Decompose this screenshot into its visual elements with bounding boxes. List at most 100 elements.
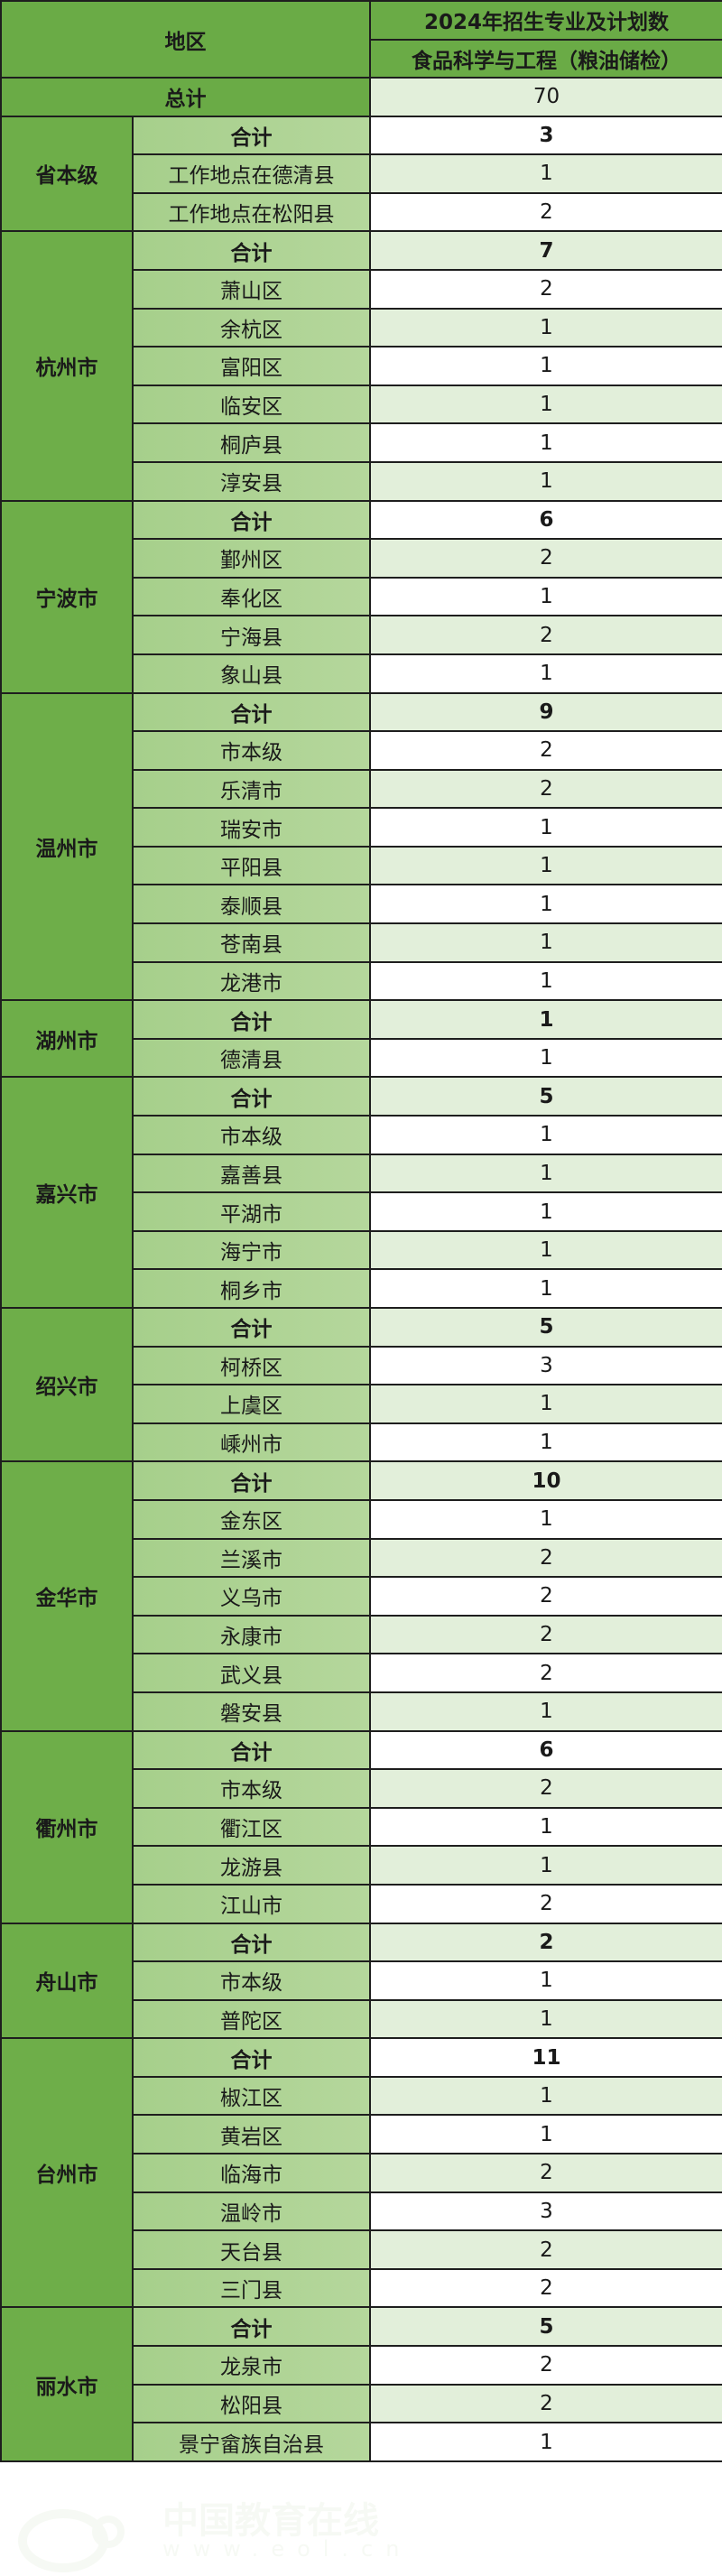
district-value: 1 [369, 922, 722, 963]
subtotal-label: 合计 [132, 115, 371, 156]
city-cell: 金华市 [0, 1460, 134, 1732]
district-value: 1 [369, 153, 722, 194]
district-name: 临海市 [132, 2153, 371, 2193]
district-name: 松阳县 [132, 2383, 371, 2424]
city-cell: 宁波市 [0, 499, 134, 694]
district-value: 1 [369, 1422, 722, 1463]
grand-total-label: 总计 [0, 77, 371, 117]
group-subtotal-row: 绍兴市 合计 5 [0, 1306, 722, 1463]
district-value: 1 [369, 460, 722, 502]
district-name: 市本级 [132, 1768, 371, 1809]
subtotal-value: 5 [369, 2306, 722, 2348]
table-row: 义乌市 2 [1, 1576, 722, 1617]
district-value: 1 [369, 1115, 722, 1155]
plan-title-header: 2024年招生专业及计划数 [369, 0, 722, 41]
table-row: 三门县 2 [1, 2267, 722, 2309]
group-subtotal-row: 金华市 合计 10 [0, 1460, 722, 1732]
group-subtotal-row: 衢州市 合计 6 [0, 1729, 722, 1924]
district-value: 1 [369, 346, 722, 386]
subtotal-label: 合计 [132, 2037, 371, 2078]
district-name: 平湖市 [132, 1191, 371, 1232]
subtotal-value: 7 [369, 230, 722, 271]
district-name: 临安区 [132, 384, 371, 425]
district-value: 2 [369, 1537, 722, 1579]
subtotal-value: 3 [369, 115, 722, 156]
district-name: 海宁市 [132, 1229, 371, 1271]
subtotal-label: 合计 [132, 230, 371, 271]
district-value: 2 [369, 768, 722, 810]
district-value: 1 [369, 1960, 722, 2001]
table-row: 天台县 2 [1, 2229, 722, 2270]
district-value: 1 [369, 1191, 722, 1232]
table-row: 瑞安市 1 [1, 807, 722, 848]
table-row: 龙游县 1 [1, 1845, 722, 1886]
district-name: 德清县 [132, 1037, 371, 1079]
city-cell: 温州市 [0, 691, 134, 1002]
district-name: 三门县 [132, 2267, 371, 2309]
district-value: 1 [369, 1153, 722, 1194]
district-name: 天台县 [132, 2229, 371, 2270]
table-row: 海宁市 1 [1, 1229, 722, 1271]
district-value: 2 [369, 191, 722, 233]
district-value: 2 [369, 730, 722, 771]
district-name: 金东区 [132, 1498, 371, 1540]
district-value: 2 [369, 1883, 722, 1924]
table-row: 临安区 1 [1, 384, 722, 425]
district-name: 景宁畲族自治县 [132, 2422, 371, 2462]
district-name: 普陀区 [132, 1998, 371, 2040]
city-cell: 台州市 [0, 2037, 134, 2309]
table-row: 市本级 2 [1, 1768, 722, 1809]
group-subtotal-row: 宁波市 合计 6 [0, 499, 722, 694]
district-name: 柯桥区 [132, 1345, 371, 1386]
district-value: 1 [369, 960, 722, 1002]
table-row: 市本级 2 [1, 730, 722, 771]
district-name: 象山县 [132, 653, 371, 694]
district-name: 衢江区 [132, 1806, 371, 1848]
grand-total-value: 70 [369, 77, 722, 117]
subtotal-value: 6 [369, 1729, 722, 1771]
table-row: 椒江区 1 [1, 2075, 722, 2117]
district-value: 1 [369, 884, 722, 925]
district-value: 2 [369, 2229, 722, 2270]
district-value: 3 [369, 2191, 722, 2232]
table-row: 富阳区 1 [1, 346, 722, 386]
district-name: 义乌市 [132, 1576, 371, 1617]
header-row-1: 地区 2024年招生专业及计划数 [0, 0, 722, 79]
table-row: 奉化区 1 [1, 576, 722, 617]
district-value: 2 [369, 1768, 722, 1809]
district-name: 奉化区 [132, 576, 371, 617]
table-row: 工作地点在松阳县 2 [1, 191, 722, 233]
watermark-logo: 中国教育在线 www.eol.cn [9, 2491, 399, 2576]
district-name: 宁海县 [132, 615, 371, 655]
district-value: 1 [369, 422, 722, 463]
district-name: 苍南县 [132, 922, 371, 963]
subtotal-label: 合计 [132, 1307, 371, 1348]
table-row: 泰顺县 1 [1, 884, 722, 925]
subtotal-label: 合计 [132, 1922, 371, 1963]
district-value: 2 [369, 2153, 722, 2193]
district-value: 1 [369, 1384, 722, 1424]
district-name: 兰溪市 [132, 1537, 371, 1579]
table-row: 萧山区 2 [1, 268, 722, 310]
city-cell: 嘉兴市 [0, 1076, 134, 1309]
table-row: 上虞区 1 [1, 1384, 722, 1424]
district-name: 桐庐县 [132, 422, 371, 463]
table-row: 温岭市 3 [1, 2191, 722, 2232]
district-name: 磐安县 [132, 1691, 371, 1732]
subtotal-label: 合计 [132, 1076, 371, 1117]
district-value: 2 [369, 2383, 722, 2424]
district-name: 黄岩区 [132, 2114, 371, 2155]
district-value: 1 [369, 1498, 722, 1540]
grand-total-row: 总计 70 [0, 77, 722, 117]
table-row: 金东区 1 [1, 1498, 722, 1540]
district-value: 1 [369, 2422, 722, 2462]
table-row: 平湖市 1 [1, 1191, 722, 1232]
table-row: 德清县 1 [1, 1037, 722, 1079]
table-row: 象山县 1 [1, 653, 722, 694]
group-subtotal-row: 省本级 合计 3 [0, 115, 722, 233]
table-row: 龙泉市 2 [1, 2345, 722, 2386]
table-row: 磐安县 1 [1, 1691, 722, 1732]
district-value: 1 [369, 2114, 722, 2155]
city-cell: 省本级 [0, 115, 134, 233]
district-name: 富阳区 [132, 346, 371, 386]
